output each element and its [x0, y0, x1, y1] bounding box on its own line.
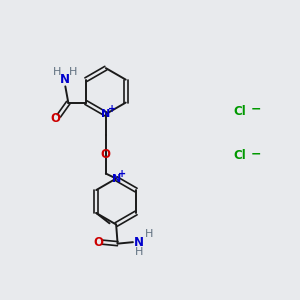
Text: Cl: Cl — [233, 105, 246, 118]
Text: H: H — [145, 229, 153, 239]
Text: +: + — [118, 169, 126, 178]
Text: N: N — [101, 109, 110, 119]
Text: O: O — [50, 112, 60, 125]
Text: −: − — [251, 103, 261, 116]
Text: Cl: Cl — [233, 149, 246, 162]
Text: H: H — [68, 67, 77, 77]
Text: −: − — [251, 147, 261, 160]
Text: H: H — [135, 248, 143, 257]
Text: N: N — [60, 74, 70, 86]
Text: O: O — [101, 148, 111, 161]
Text: +: + — [108, 104, 116, 114]
Text: N: N — [112, 174, 121, 184]
Text: O: O — [93, 236, 103, 249]
Text: N: N — [134, 236, 144, 249]
Text: H: H — [53, 67, 61, 77]
